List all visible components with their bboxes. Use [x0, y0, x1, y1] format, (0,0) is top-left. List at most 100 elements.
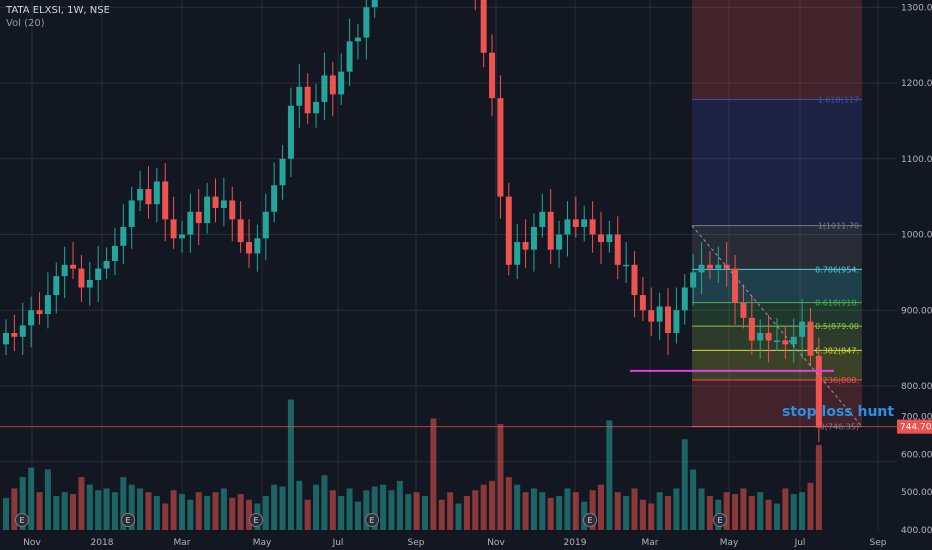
candle-body: [120, 226, 127, 246]
volume-bar: [220, 488, 227, 530]
volume-bars: [3, 399, 822, 530]
volume-bar: [405, 494, 412, 530]
volume-bar: [698, 488, 705, 530]
symbol-title: TATA ELXSI, 1W, NSE: [6, 5, 110, 16]
candle-body: [95, 268, 102, 280]
candle-body: [279, 158, 286, 186]
candle-body: [296, 86, 303, 106]
candle-body: [220, 200, 227, 208]
candle-body: [354, 37, 361, 42]
volume-bar: [740, 488, 747, 530]
earnings-marker-label: E: [717, 516, 722, 525]
volume-bar: [514, 484, 521, 530]
volume-bar: [597, 484, 604, 530]
volume-bar: [413, 492, 420, 530]
fib-level-label: 0.236(808.: [815, 376, 859, 385]
fib-level-label: 1(1011.70: [818, 222, 859, 231]
candle-body: [44, 295, 51, 315]
volume-bar: [145, 492, 152, 530]
volume-bar: [321, 475, 328, 530]
volume-bar: [380, 484, 387, 530]
volume-indicator-label: Vol (20): [6, 18, 45, 29]
candle-body: [690, 272, 697, 288]
stop-loss-hunt-annotation: stop loss hunt: [782, 404, 894, 420]
volume-bar: [279, 486, 286, 530]
volume-bar: [246, 499, 253, 530]
volume-bar: [489, 480, 496, 530]
volume-bar: [497, 424, 504, 530]
volume-tick-label: 600.00: [901, 450, 932, 460]
fib-zone: [692, 99, 862, 226]
fib-level-label: 0.5(879.00: [815, 322, 859, 331]
volume-bar: [422, 495, 428, 530]
fib-level-label: 0.786(954.: [815, 265, 859, 274]
candle-body: [128, 200, 135, 227]
candle-body: [195, 211, 202, 224]
volume-bar: [480, 484, 487, 530]
candle-body: [86, 279, 93, 288]
candle-body: [723, 264, 730, 269]
candle-body: [757, 332, 764, 341]
earnings-marker-label: E: [369, 516, 374, 525]
volume-bar: [3, 497, 9, 530]
volume-bar: [137, 488, 144, 530]
volume-bar: [70, 494, 77, 530]
candle-body: [673, 310, 680, 333]
volume-bar: [304, 499, 311, 530]
candle-body: [287, 105, 294, 159]
volume-bar: [639, 499, 646, 530]
volume-bar: [706, 495, 713, 530]
volume-bar: [28, 467, 35, 530]
price-tick-label: 900.00: [901, 306, 932, 316]
candle-body: [363, 7, 370, 38]
candle-body: [530, 226, 537, 250]
time-tick-label: Mar: [174, 538, 191, 548]
candle-body: [589, 219, 596, 235]
volume-bar: [354, 501, 361, 530]
volume-bar: [53, 495, 60, 530]
volume-bar: [505, 477, 512, 530]
volume-bar: [187, 499, 194, 530]
candle-body: [262, 211, 269, 239]
candle-body: [3, 332, 9, 345]
candle-body: [539, 211, 546, 227]
volume-bar: [748, 495, 755, 530]
earnings-marker: [583, 513, 597, 527]
last-price-tag: [897, 419, 932, 434]
volume-bar: [455, 503, 462, 530]
volume-bar: [271, 484, 278, 530]
volume-bar: [19, 477, 26, 530]
candle-body: [556, 234, 563, 250]
candle-body: [631, 264, 638, 296]
fibonacci-extension: 3.618(1702.618(1441.618(1171(1011.700.78…: [692, 0, 862, 432]
volume-bar: [229, 497, 236, 530]
price-tick-label: 1000.00: [901, 231, 932, 241]
volume-tick-label: 400.00: [901, 526, 932, 536]
last-price-value: 744.70: [900, 423, 932, 433]
volume-bar: [195, 492, 202, 530]
candle-body: [489, 52, 496, 99]
volume-bar: [111, 492, 118, 530]
volume-bar: [815, 444, 822, 530]
candle-body: [53, 276, 60, 296]
volume-bar: [103, 488, 110, 530]
volume-bar: [807, 482, 814, 530]
volume-tick-label: 700.00: [901, 413, 932, 423]
candle-body: [572, 219, 579, 227]
volume-bar: [606, 420, 613, 530]
fib-zone: [692, 350, 862, 380]
volume-bar: [656, 492, 663, 530]
candle-body: [698, 264, 705, 273]
price-tick-label: 800.00: [901, 382, 932, 392]
fib-zone: [692, 0, 862, 100]
candle-body: [581, 219, 588, 227]
earnings-marker: [249, 513, 263, 527]
volume-bar: [782, 488, 789, 530]
volume-bar: [128, 484, 135, 530]
volume-bar: [61, 492, 68, 530]
earnings-marker: [713, 513, 727, 527]
candle-body: [229, 200, 236, 220]
volume-bar: [799, 492, 806, 530]
